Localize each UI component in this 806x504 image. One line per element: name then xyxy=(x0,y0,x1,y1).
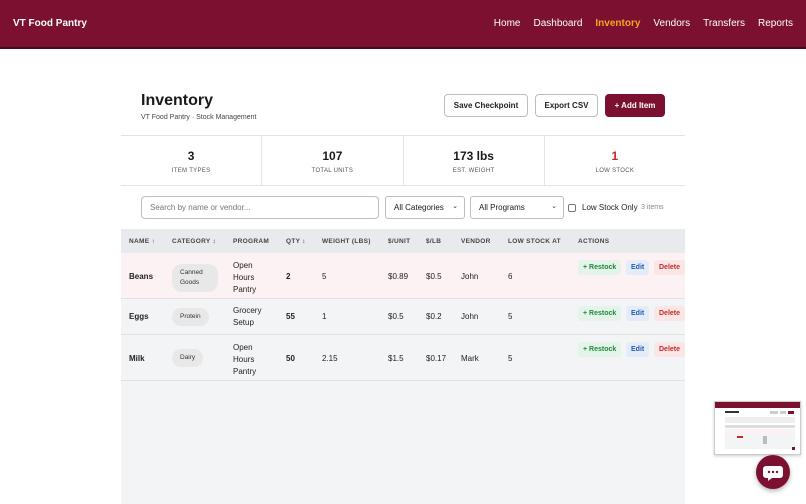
table-row: Beans Canned Goods Open Hours Pantry 2 5… xyxy=(121,253,686,299)
edit-button[interactable]: Edit xyxy=(626,306,650,321)
weight-value: 5 xyxy=(322,272,327,281)
category-badge: Dairy xyxy=(172,349,204,367)
top-navbar: VT Food Pantry Home Dashboard Inventory … xyxy=(0,0,806,49)
item-name: Milk xyxy=(129,354,145,363)
add-item-button[interactable]: + Add Item xyxy=(605,94,665,117)
restock-button[interactable]: + Restock xyxy=(578,342,622,357)
nav-transfers[interactable]: Transfers xyxy=(703,18,745,29)
vendor-name: Mark xyxy=(461,354,479,363)
chevron-down-icon: ⌄ xyxy=(551,203,557,210)
col-program: PROGRAM xyxy=(233,238,270,245)
qty-value: 50 xyxy=(286,354,295,363)
col-name[interactable]: NAME ↑ xyxy=(129,238,155,245)
nav-reports[interactable]: Reports xyxy=(757,18,793,29)
low-stock-checkbox[interactable] xyxy=(568,204,576,212)
low-stock-threshold: 6 xyxy=(508,272,513,281)
search-input[interactable] xyxy=(141,196,379,219)
nav-vendors[interactable]: Vendors xyxy=(653,18,691,29)
col-qty[interactable]: QTY ↕ xyxy=(286,238,306,245)
nav-home[interactable]: Home xyxy=(493,18,521,29)
item-count: 3 items xyxy=(641,204,664,211)
page-title: Inventory xyxy=(141,92,214,109)
stat-value: 3 xyxy=(187,149,195,163)
item-name: Eggs xyxy=(129,312,149,321)
chevron-down-icon: ⌄ xyxy=(452,203,458,210)
col-vendor: VENDOR xyxy=(461,238,491,245)
item-name: Beans xyxy=(129,272,154,281)
program-select[interactable]: All Programs ⌄ xyxy=(470,196,564,219)
stat-value: 107 xyxy=(322,149,343,163)
low-stock-threshold: 5 xyxy=(508,312,513,321)
vendor-name: John xyxy=(461,312,479,321)
unit-price: $1.5 xyxy=(388,354,404,363)
restock-button[interactable]: + Restock xyxy=(578,306,622,321)
stat-label: EST. WEIGHT xyxy=(452,168,495,174)
col-actions: ACTIONS xyxy=(578,238,610,245)
page-preview-image xyxy=(715,402,800,450)
delete-button[interactable]: Delete xyxy=(654,342,686,357)
table-row: Milk Dairy Open Hours Pantry 50 2.15 $1.… xyxy=(121,335,686,381)
export-csv-button[interactable]: Export CSV xyxy=(535,94,598,117)
delete-button[interactable]: Delete xyxy=(654,306,686,321)
category-select-value: All Categories xyxy=(394,203,444,212)
restock-button[interactable]: + Restock xyxy=(578,260,622,275)
program-text: Grocery Setup xyxy=(233,306,262,327)
table-header: NAME ↑ CATEGORY ↕ PROGRAM QTY ↕ WEIGHT (… xyxy=(121,229,685,253)
delete-button[interactable]: Delete xyxy=(654,260,686,275)
edit-button[interactable]: Edit xyxy=(626,260,650,275)
qty-value: 55 xyxy=(286,312,295,321)
nav-links: Home Dashboard Inventory Vendors Transfe… xyxy=(494,18,793,29)
col-weight: WEIGHT (LBS) xyxy=(322,238,371,245)
save-checkpoint-button[interactable]: Save Checkpoint xyxy=(444,94,528,117)
lb-price: $0.5 xyxy=(426,272,442,281)
brand-logo-text[interactable]: VT Food Pantry xyxy=(13,18,87,29)
col-lb-price: $/LB xyxy=(426,238,442,245)
stat-item-types: 3 ITEM TYPES xyxy=(121,136,263,185)
chat-bubble-icon xyxy=(763,466,783,481)
edit-button[interactable]: Edit xyxy=(626,342,650,357)
main-content: Inventory VT Food Pantry · Stock Managem… xyxy=(121,49,686,504)
page-subtitle: VT Food Pantry · Stock Management xyxy=(141,114,257,121)
program-select-value: All Programs xyxy=(479,203,525,212)
low-stock-label[interactable]: Low Stock Only xyxy=(582,203,638,212)
unit-price: $0.89 xyxy=(388,272,409,281)
category-badge: Canned Goods xyxy=(172,264,218,292)
nav-dashboard[interactable]: Dashboard xyxy=(533,18,583,29)
low-stock-threshold: 5 xyxy=(508,354,513,363)
table-row: Eggs Protein Grocery Setup 55 1 $0.5 $0.… xyxy=(121,299,686,335)
category-badge: Protein xyxy=(172,308,209,326)
col-unit-price: $/UNIT xyxy=(388,238,411,245)
page-preview-thumbnail[interactable] xyxy=(714,401,801,455)
program-text: Open Hours Pantry xyxy=(233,343,257,376)
stat-label: TOTAL UNITS xyxy=(311,168,354,174)
stats-bar: 3 ITEM TYPES 107 TOTAL UNITS 173 lbs EST… xyxy=(121,135,685,186)
lb-price: $0.17 xyxy=(426,354,447,363)
inventory-table: NAME ↑ CATEGORY ↕ PROGRAM QTY ↕ WEIGHT (… xyxy=(121,229,686,504)
lb-price: $0.2 xyxy=(426,312,442,321)
weight-value: 1 xyxy=(322,312,327,321)
stat-est-weight: 173 lbs EST. WEIGHT xyxy=(404,136,545,185)
vendor-name: John xyxy=(461,272,479,281)
nav-inventory[interactable]: Inventory xyxy=(595,18,641,29)
col-low-stock-at: LOW STOCK AT xyxy=(508,238,561,245)
qty-value: 2 xyxy=(286,272,291,281)
program-text: Open Hours Pantry xyxy=(233,261,257,294)
chat-button[interactable] xyxy=(756,455,790,489)
stat-value: 173 lbs xyxy=(453,149,494,163)
col-category[interactable]: CATEGORY ↕ xyxy=(172,238,217,245)
category-select[interactable]: All Categories ⌄ xyxy=(385,196,465,219)
stat-low-stock: 1 LOW STOCK xyxy=(545,136,685,185)
unit-price: $0.5 xyxy=(388,312,404,321)
weight-value: 2.15 xyxy=(322,354,338,363)
stat-label: LOW STOCK xyxy=(595,168,635,174)
stat-total-units: 107 TOTAL UNITS xyxy=(262,136,404,185)
stat-value: 1 xyxy=(611,149,619,163)
stat-label: ITEM TYPES xyxy=(171,168,211,174)
